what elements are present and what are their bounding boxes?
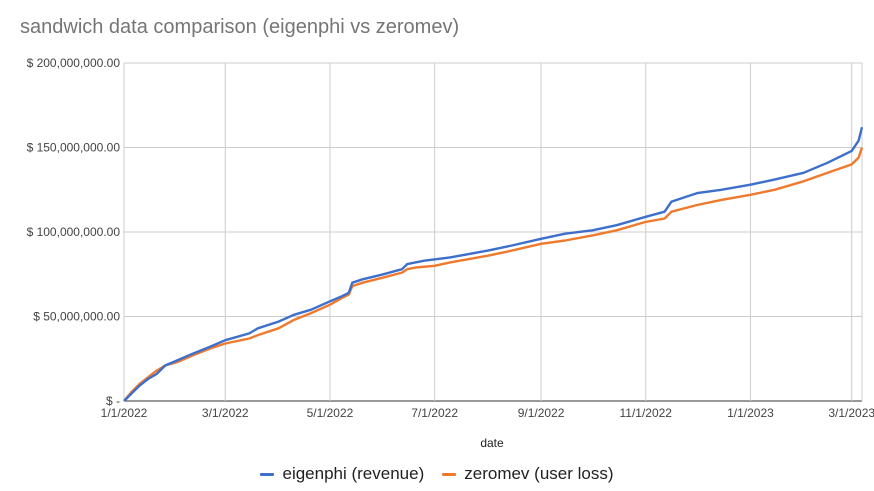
x-tick-label: 7/1/2022 [411, 406, 458, 420]
legend-label-zeromev: zeromev (user loss) [464, 464, 614, 483]
x-tick-label: 3/1/2023 [828, 406, 874, 420]
y-tick-label: $ 150,000,000.00 [27, 141, 121, 155]
x-tick-label: 3/1/2022 [202, 406, 249, 420]
y-axis-ticks: $ - $ 50,000,000.00 $ 100,000,000.00 $ 150,… [27, 56, 121, 408]
y-tick-label: $ 200,000,000.00 [27, 56, 121, 70]
x-axis-ticks: 1/1/2022 3/1/2022 5/1/2022 7/1/2022 9/1/2022… [101, 406, 874, 420]
chart-title: sandwich data comparison (eigenphi vs ze… [20, 16, 460, 38]
y-tick-label: $ - [106, 394, 120, 408]
x-tick-label: 1/1/2023 [727, 406, 774, 420]
series-lines [123, 126, 864, 402]
legend-item-eigenphi[interactable]: eigenphi (revenue) [260, 464, 424, 484]
series-line-eigenphi [123, 126, 864, 402]
x-axis-title: date [480, 436, 504, 450]
y-tick-label: $ 50,000,000.00 [33, 310, 120, 324]
legend-swatch-zeromev [442, 472, 457, 476]
x-tick-label: 11/1/2022 [619, 406, 672, 420]
series-line-zeromev [123, 147, 864, 402]
y-tick-label: $ 100,000,000.00 [27, 225, 121, 239]
x-tick-label: 5/1/2022 [307, 406, 354, 420]
legend-item-zeromev[interactable]: zeromev (user loss) [442, 464, 614, 484]
legend: eigenphi (revenue) zeromev (user loss) [0, 464, 874, 484]
x-tick-label: 9/1/2022 [518, 406, 565, 420]
legend-swatch-eigenphi [260, 472, 275, 476]
x-tick-label: 1/1/2022 [101, 406, 148, 420]
legend-label-eigenphi: eigenphi (revenue) [282, 464, 425, 483]
gridlines [123, 62, 863, 402]
